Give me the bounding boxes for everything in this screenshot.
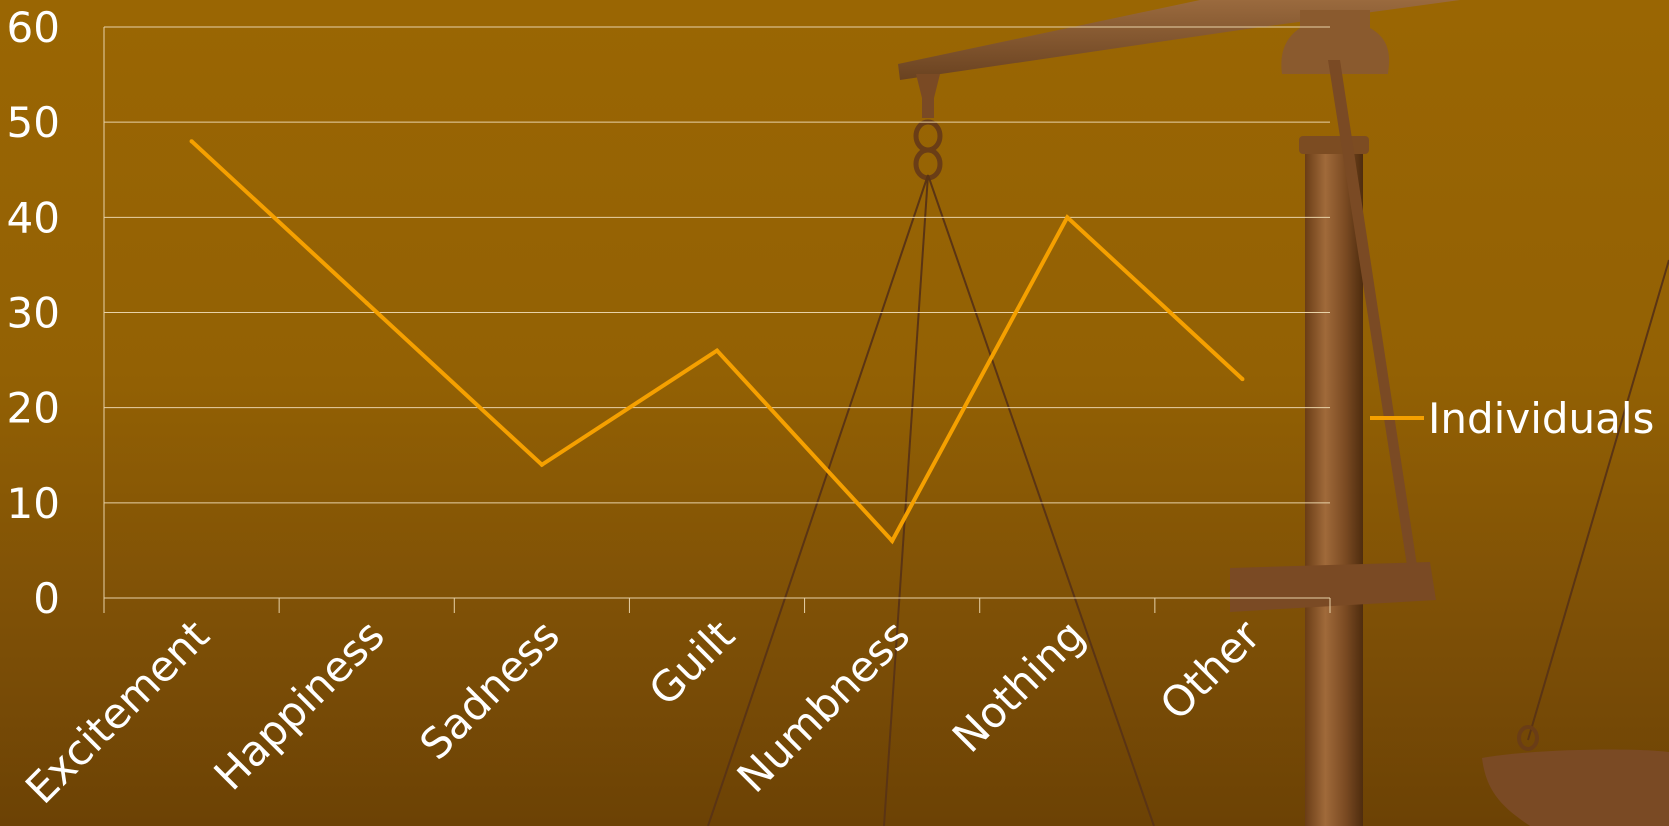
series-line	[190, 139, 1244, 545]
y-tick-label: 30	[7, 289, 60, 338]
data-point	[890, 538, 895, 543]
y-tick-label: 40	[7, 193, 60, 242]
y-tick-label: 60	[7, 3, 60, 52]
y-tick-label: 50	[7, 98, 60, 147]
data-point	[1065, 215, 1070, 220]
x-tick-label: Numbness	[728, 610, 920, 802]
x-tick-label: Guilt	[639, 610, 744, 715]
data-point	[364, 300, 369, 305]
legend-label: Individuals	[1428, 394, 1654, 443]
data-point	[1240, 377, 1245, 382]
x-tick-label: Happiness	[205, 610, 394, 799]
x-tick-label: Nothing	[943, 610, 1094, 761]
y-axis-ticks: 0 10 20 30 40 50 60	[7, 3, 60, 623]
axes	[103, 27, 1331, 613]
data-point	[715, 348, 719, 353]
data-point	[539, 462, 544, 467]
y-tick-label: 10	[7, 479, 60, 528]
legend: Individuals	[1370, 394, 1654, 443]
gridlines	[104, 26, 1330, 504]
data-point	[189, 139, 194, 144]
series-layer	[189, 139, 1245, 545]
x-tick-label: Other	[1151, 610, 1270, 729]
y-tick-label: 0	[33, 574, 60, 623]
x-tick-label: Sadness	[410, 610, 569, 769]
y-tick-label: 20	[7, 384, 60, 433]
x-tick-label: Excitement	[16, 610, 219, 813]
